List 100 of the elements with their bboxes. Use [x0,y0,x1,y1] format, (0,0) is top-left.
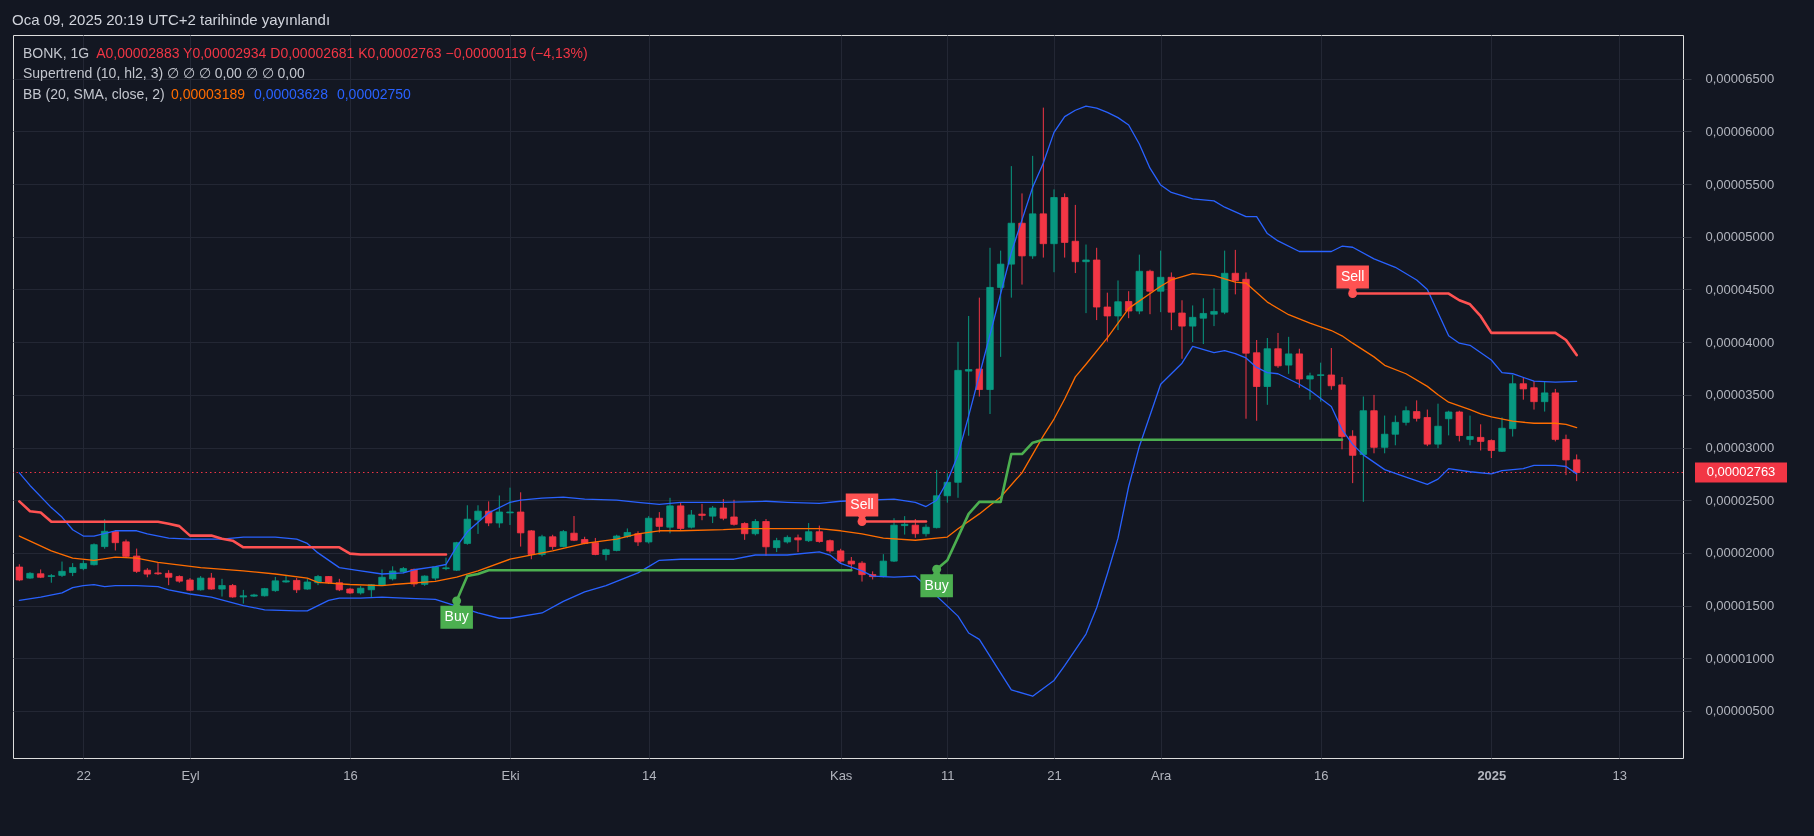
y-tick-label: 0,00002500 [1705,492,1775,508]
x-tick-label: Eki [501,767,520,783]
candlestick [901,515,909,536]
candlestick [1146,269,1154,315]
y-tick-label: 0,00004500 [1705,281,1775,297]
candlestick [1402,405,1410,426]
chart-subtitle: Oca 09, 2025 20:19 UTC+2 tarihinde yayınlandı [12,11,331,28]
candlestick [101,518,109,550]
y-tick-label: 0,00003500 [1705,387,1775,403]
candlestick [517,491,525,548]
annotation: Sell [1340,268,1365,285]
x-tick-label: 11 [941,767,955,783]
y-tick-label: 0,00006500 [1705,71,1775,87]
candlestick [218,578,226,598]
y-tick-label: 0,00001500 [1705,598,1775,614]
candlestick [1530,380,1538,411]
x-tick-label: 16 [343,767,358,783]
candlestick [495,494,503,529]
y-tick-label: 0,00003000 [1705,440,1775,456]
annotation: Supertrend (10, hl2, 3) ∅ ∅ ∅ 0,00 ∅ ∅ 0,00 [23,65,306,81]
candlestick [1082,244,1090,314]
candlestick [677,502,685,531]
candlestick [1157,250,1165,313]
candlestick [1562,434,1570,476]
candlestick [1210,287,1218,327]
candlestick [997,250,1005,358]
candlestick [943,472,951,504]
candlestick [666,497,674,534]
x-tick-label: 22 [76,767,92,783]
y-tick-label: 0,00004000 [1705,334,1775,350]
y-tick-label: 0,00001000 [1705,650,1775,666]
candlestick [1071,204,1079,274]
candlestick [282,575,290,584]
candlestick [1327,347,1335,391]
x-tick-label: 16 [1313,767,1329,783]
x-tick-label: 13 [1612,767,1628,783]
candlestick [1455,410,1463,442]
candlestick [1189,304,1197,343]
candlestick [805,522,813,543]
y-tick-label: 0,00002000 [1705,545,1775,561]
candlestick [1274,332,1282,369]
candlestick [1498,416,1506,453]
candlestick [506,487,514,526]
x-tick-label: Eyl [181,767,200,783]
candlestick [154,561,162,576]
candlestick [474,504,482,535]
candlestick [1306,372,1314,401]
candlestick [1466,415,1474,446]
candlestick [719,498,727,521]
candlestick [794,534,802,553]
candlestick [1178,299,1186,360]
candlestick [1434,403,1442,449]
candlestick [965,315,973,437]
candlestick [1445,410,1453,436]
candlestick [1391,415,1399,446]
candlestick [442,557,450,571]
candlestick [1573,453,1581,482]
candlestick [58,561,66,578]
candlestick [570,515,578,542]
y-tick-label: 0,00000500 [1705,703,1775,719]
x-tick-label: 2025 [1477,767,1507,783]
candlestick [911,518,919,539]
annotation: 0,00002750 [336,86,412,102]
candlestick [527,529,535,560]
x-tick-label: Ara [1151,767,1173,783]
candlestick [1541,381,1549,413]
candlestick [1285,336,1293,375]
candlestick [645,515,653,545]
candlestick [1477,423,1485,451]
ref-line-label: 0,00002763 [1706,464,1776,480]
annotation: A0,00002883 Y0,00002934 D0,00002681 K0,00002763 −0,00000119 (−4,13%) [96,44,588,61]
annotation: Buy [924,576,949,593]
candlestick [538,534,546,557]
y-tick-label: 0,00005000 [1705,229,1775,245]
annotation: BB (20, SMA, close, 2) [23,86,165,102]
y-tick-label: 0,00006000 [1705,123,1775,139]
candlestick [655,511,663,533]
x-tick-label: Kas [829,767,853,783]
candlestick [1231,249,1239,295]
candlestick [1199,297,1207,345]
candlestick [922,523,930,538]
candlestick [133,548,141,574]
candlestick [698,503,706,521]
candlestick [1413,399,1421,422]
candlestick [1519,377,1527,401]
annotation: 0,00003628 [253,86,329,102]
candlestick [730,499,738,527]
annotation: Sell [850,496,874,512]
candlestick [1317,362,1325,403]
annotation: 0,00003189 [171,86,246,102]
candlestick [1381,415,1389,454]
x-tick-label: 14 [641,767,657,783]
candlestick [1114,279,1122,331]
candlestick [1125,290,1133,319]
annotation: Buy [444,608,469,625]
text: BONK, 1G [23,44,90,61]
line-series [18,105,1578,575]
candlestick [1487,438,1495,459]
y-tick-label: 0,00005500 [1705,176,1775,192]
x-tick-label: 21 [1047,767,1062,783]
